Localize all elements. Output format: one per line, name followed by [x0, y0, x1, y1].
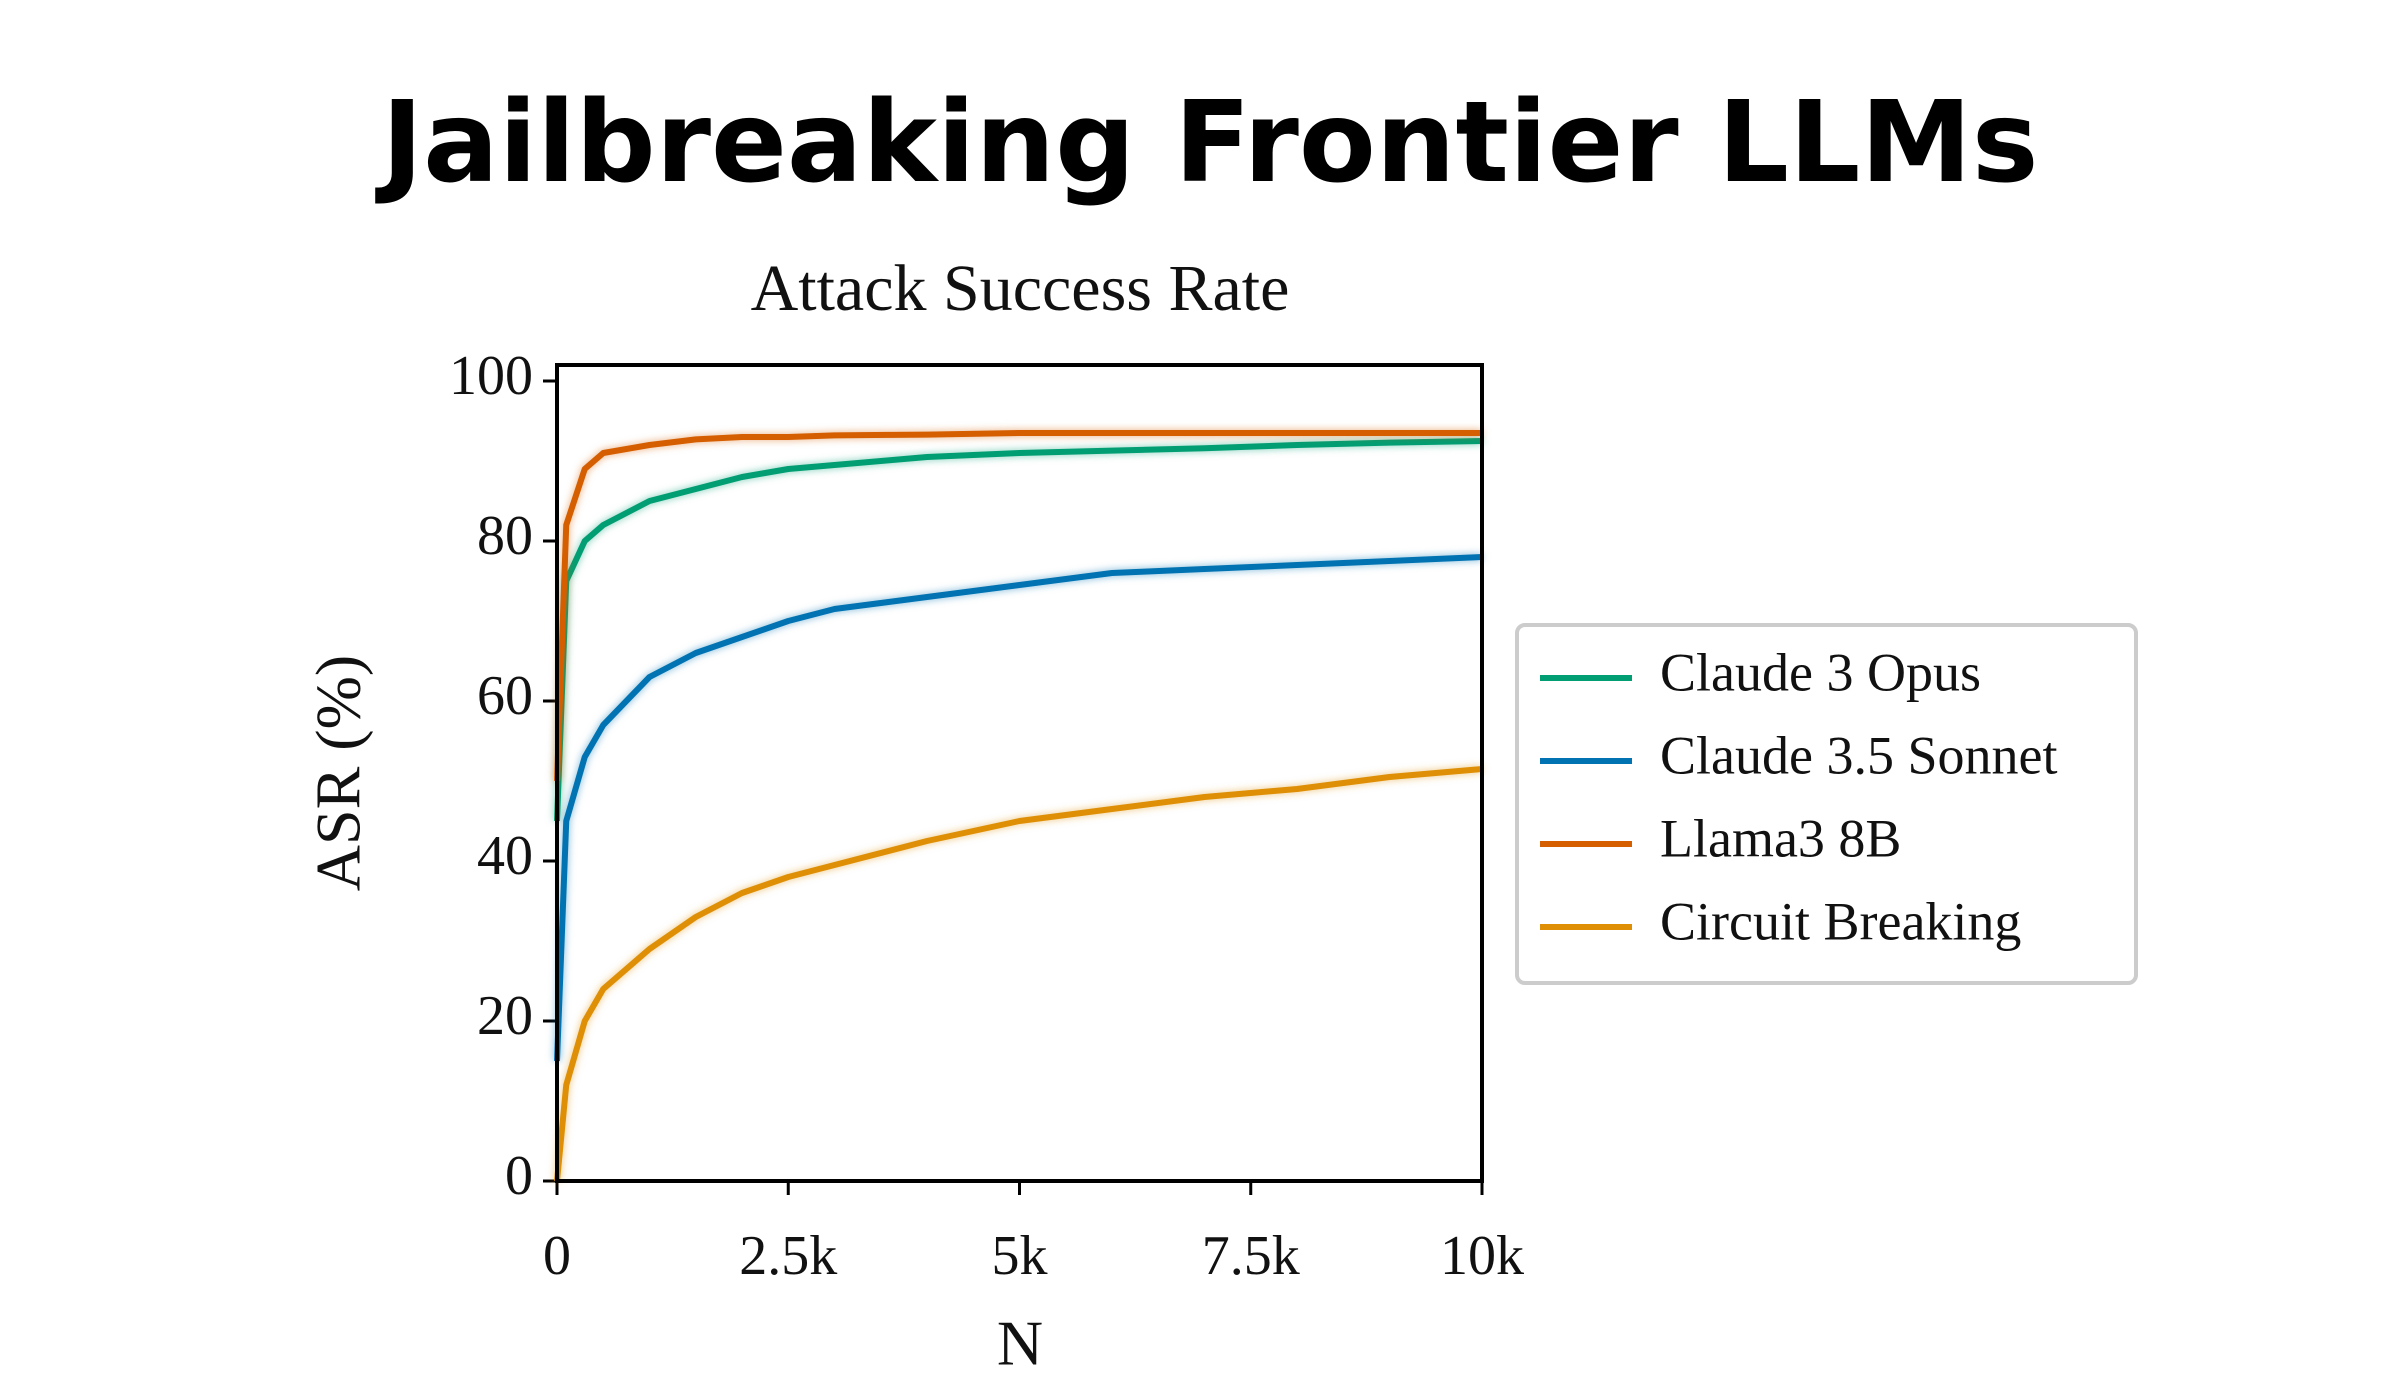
- y-axis-label: ASR (%): [303, 655, 374, 891]
- y-tick-label: 100: [449, 345, 533, 407]
- y-tick-label: 20: [477, 985, 533, 1047]
- x-tick-label: 2.5k: [739, 1225, 837, 1287]
- chart-title: Attack Success Rate: [751, 252, 1290, 325]
- legend-label: Claude 3 Opus: [1660, 642, 1981, 702]
- x-tick-label: 10k: [1440, 1225, 1524, 1287]
- legend-box: [1515, 623, 2138, 985]
- x-tick-label: 5k: [992, 1225, 1048, 1287]
- legend-label: Llama3 8B: [1660, 808, 1901, 868]
- y-tick-label: 40: [477, 825, 533, 887]
- x-tick-label: 0: [543, 1225, 571, 1287]
- series-line: [554, 766, 1483, 1182]
- x-tick-label: 7.5k: [1202, 1225, 1300, 1287]
- page-heading: Jailbreaking Frontier LLMs: [375, 78, 2039, 208]
- series-line: [554, 438, 1483, 822]
- y-tick-label: 0: [505, 1145, 533, 1207]
- legend-label: Circuit Breaking: [1660, 891, 2021, 951]
- legend: Claude 3 Opus Claude 3.5 Sonnet Llama3 8B C…: [1515, 623, 2138, 985]
- series-line: [554, 554, 1483, 1062]
- x-axis-label: N: [997, 1308, 1043, 1379]
- y-tick-label: 80: [477, 505, 533, 567]
- legend-label: Claude 3.5 Sonnet: [1660, 725, 2057, 785]
- y-tick-label: 60: [477, 665, 533, 727]
- plot-frame: [555, 363, 1484, 1183]
- series-line: [554, 430, 1482, 782]
